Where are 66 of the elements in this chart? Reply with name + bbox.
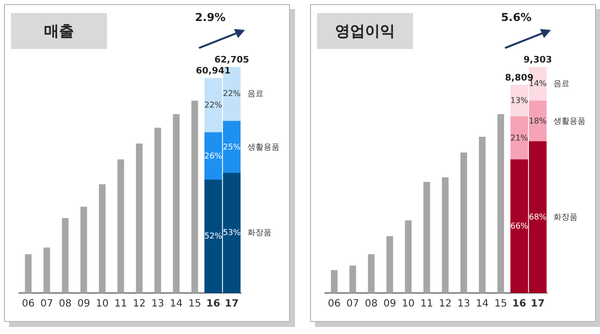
bar [24, 254, 32, 293]
series-label: 화장품 [247, 228, 272, 238]
annotation: 52% [204, 232, 223, 241]
x-tick-label: 15 [188, 298, 202, 310]
annotation: 68% [528, 212, 548, 222]
bar [117, 159, 124, 293]
bar [62, 218, 69, 293]
x-tick-label: 16 [512, 298, 526, 310]
text: 2.9% [195, 11, 226, 24]
x-tick-label: 16 [206, 298, 220, 310]
x-tick-label: 12 [132, 298, 146, 310]
x-tick-label: 07 [346, 298, 360, 310]
series-label: 음료 [553, 79, 570, 88]
annotation: 22% [204, 100, 223, 110]
x-tick-label: 11 [114, 298, 128, 310]
x-tick-label: 17 [224, 298, 239, 310]
annotation: 53% [222, 228, 242, 238]
x-tick-label: 06 [328, 298, 341, 310]
x-tick-label: 14 [170, 298, 183, 310]
x-tick-label: 11 [420, 298, 434, 310]
series-label: 생활용품 [553, 116, 586, 126]
series-label: 생활용품 [247, 142, 280, 152]
x-tick-label: 12 [438, 298, 452, 310]
bar [98, 184, 106, 293]
bar [423, 182, 430, 293]
annotation: 25% [222, 142, 242, 152]
text: 5.6% [501, 11, 532, 24]
annotation: 62,705 [214, 55, 250, 66]
annotation: 60,941 [196, 66, 231, 77]
annotation: 66% [510, 221, 529, 230]
x-tick-label: 08 [58, 298, 72, 310]
x-tick-label: 10 [402, 298, 415, 310]
annotation: 18% [528, 116, 548, 126]
bar [442, 177, 449, 293]
bar [497, 114, 504, 293]
x-tick-label: 13 [457, 298, 470, 310]
series-label: 화장품 [553, 212, 578, 222]
bar [368, 254, 375, 293]
bar [43, 247, 50, 293]
annotation: 13% [510, 96, 529, 105]
bar [460, 152, 468, 293]
x-tick-label: 15 [494, 298, 508, 310]
x-tick-label: 17 [530, 298, 545, 310]
x-tick-label: 10 [96, 298, 109, 310]
bar [80, 206, 88, 293]
bar [404, 220, 412, 293]
x-tick-label: 06 [22, 298, 35, 310]
x-tick-label: 09 [77, 298, 90, 310]
series-label: 음료 [247, 89, 264, 98]
x-tick-label: 09 [383, 298, 396, 310]
x-tick-label: 14 [476, 298, 489, 310]
annotation: 9,303 [524, 55, 552, 66]
bar [172, 114, 180, 293]
bar [136, 144, 143, 293]
bar [330, 270, 338, 293]
x-tick-label: 08 [364, 298, 378, 310]
bar [478, 136, 486, 293]
bar [154, 128, 162, 293]
annotation: 26% [204, 151, 223, 160]
annotation: 22% [222, 89, 242, 98]
x-tick-label: 13 [151, 298, 164, 310]
x-tick-label: 07 [40, 298, 54, 310]
bar [191, 100, 198, 293]
bar [386, 236, 394, 293]
bar [349, 266, 356, 293]
annotation: 21% [510, 133, 529, 142]
